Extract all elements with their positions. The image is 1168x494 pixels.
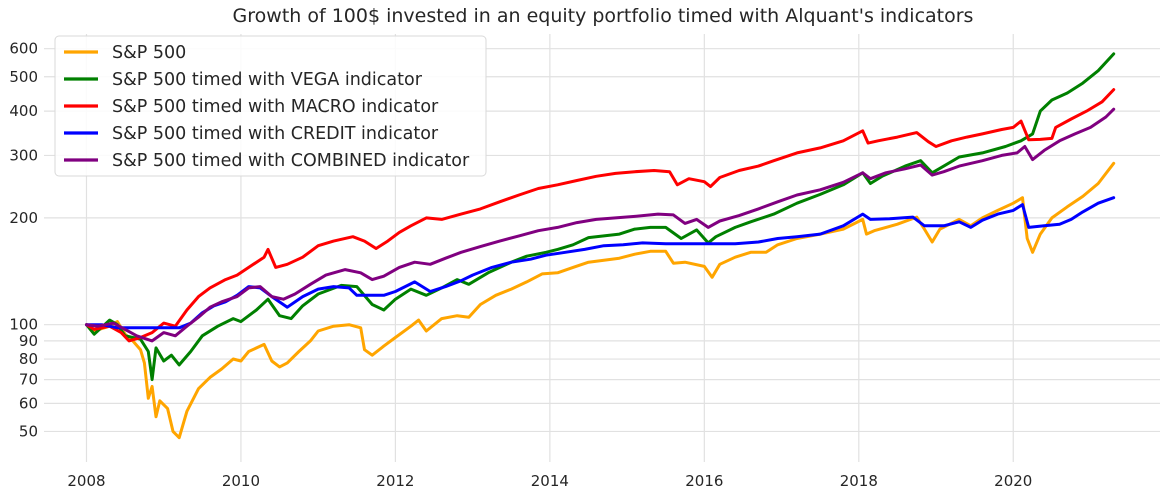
x-tick-label: 2016 — [685, 472, 723, 490]
y-tick-label: 200 — [9, 209, 38, 227]
y-tick-label: 500 — [9, 68, 38, 86]
x-tick-label: 2020 — [994, 472, 1032, 490]
y-tick-label: 90 — [19, 332, 38, 350]
y-tick-label: 60 — [19, 394, 38, 412]
x-tick-label: 2012 — [376, 472, 414, 490]
x-axis-ticks: 2008 2010 2012 2014 2016 2018 2020 — [67, 472, 1032, 490]
chart-title: Growth of 100$ invested in an equity por… — [233, 5, 974, 27]
y-tick-label: 300 — [9, 146, 38, 164]
series-line-5 — [85, 107, 1116, 343]
legend: S&P 500 S&P 500 timed with VEGA indicator… — [54, 35, 487, 177]
y-tick-label: 600 — [9, 40, 38, 58]
x-tick-label: 2014 — [531, 472, 569, 490]
legend-label: S&P 500 timed with MACRO indicator — [112, 97, 439, 117]
series-line-2 — [85, 52, 1116, 382]
legend-label: S&P 500 timed with COMBINED indicator — [112, 151, 470, 171]
y-tick-label: 80 — [19, 350, 38, 368]
series-line-1 — [85, 161, 1116, 440]
legend-label: S&P 500 — [112, 43, 186, 63]
x-tick-label: 2010 — [222, 472, 260, 490]
y-tick-label: 100 — [9, 316, 38, 334]
legend-box — [54, 35, 487, 177]
legend-label: S&P 500 timed with CREDIT indicator — [112, 124, 439, 144]
x-tick-label: 2018 — [840, 472, 878, 490]
y-tick-label: 50 — [19, 422, 38, 440]
series-layer — [85, 52, 1116, 440]
y-tick-label: 70 — [19, 371, 38, 389]
legend-label: S&P 500 timed with VEGA indicator — [112, 70, 423, 90]
y-tick-label: 400 — [9, 102, 38, 120]
series-line-3 — [85, 88, 1116, 343]
x-tick-label: 2008 — [67, 472, 105, 490]
